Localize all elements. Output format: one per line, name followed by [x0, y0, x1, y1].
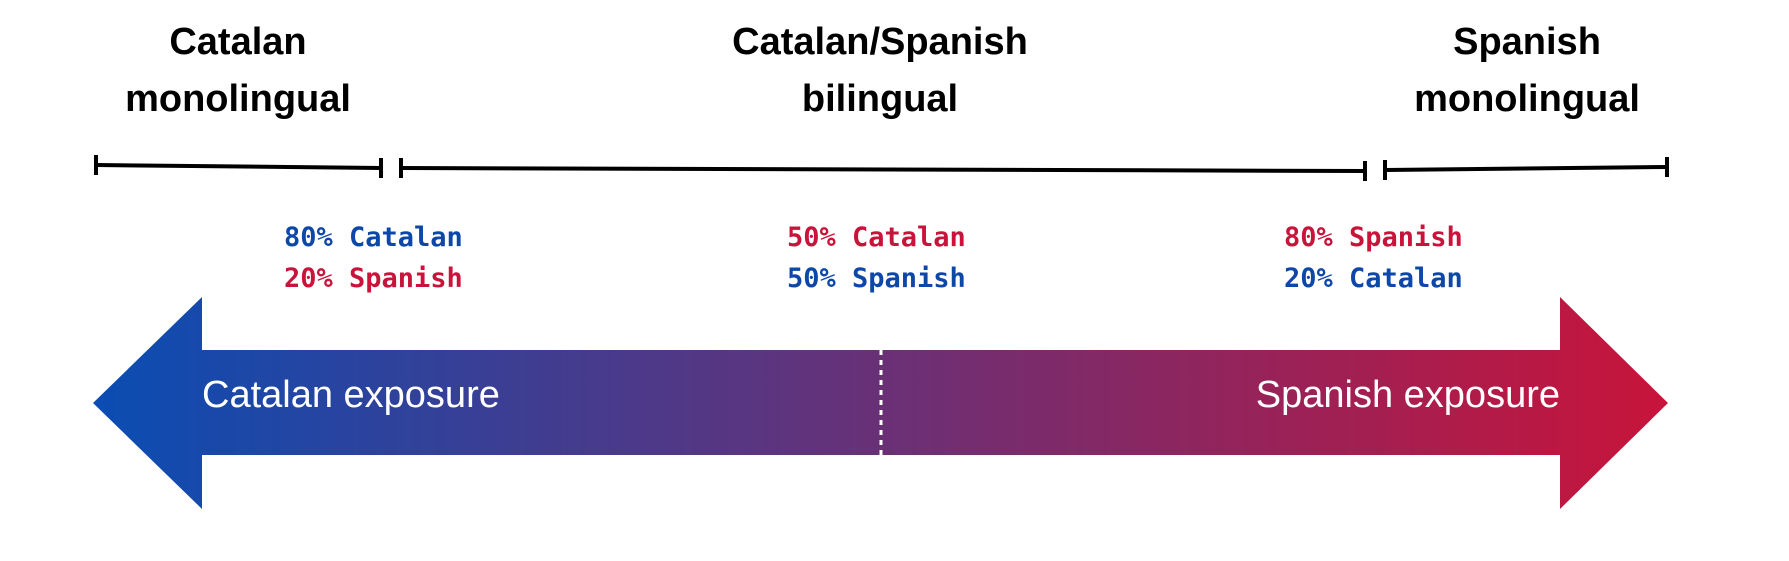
proportion-balanced: 50% Catalan 50% Spanish: [787, 217, 966, 299]
heading-catalan-monolingual: Catalan monolingual: [28, 14, 448, 128]
heading-line: bilingual: [801, 78, 959, 120]
heading-line: Catalan: [169, 21, 307, 63]
range-bracket-catalan: [94, 155, 383, 178]
proportion-bottom: 20% Spanish: [284, 263, 463, 294]
proportion-bottom: 50% Spanish: [787, 263, 966, 294]
proportion-catalan-dominant: 80% Catalan 20% Spanish: [284, 217, 463, 299]
proportion-top: 80% Spanish: [1284, 222, 1463, 253]
proportion-bottom: 20% Catalan: [1284, 263, 1463, 294]
arrow-label-catalan: Catalan exposure: [202, 374, 500, 416]
proportion-top: 80% Catalan: [284, 222, 463, 253]
proportion-spanish-dominant: 80% Spanish 20% Catalan: [1284, 217, 1463, 299]
heading-line: Spanish: [1453, 21, 1601, 63]
heading-line: monolingual: [1414, 78, 1640, 120]
arrow-label-spanish: Spanish exposure: [1255, 374, 1560, 416]
heading-bilingual: Catalan/Spanish bilingual: [670, 14, 1090, 128]
heading-spanish-monolingual: Spanish monolingual: [1317, 14, 1737, 128]
heading-line: Catalan/Spanish: [732, 21, 1028, 63]
proportion-top: 50% Catalan: [787, 222, 966, 253]
range-bracket-bilingual: [399, 158, 1367, 181]
range-bracket-spanish: [1383, 157, 1669, 180]
heading-line: monolingual: [125, 78, 351, 120]
